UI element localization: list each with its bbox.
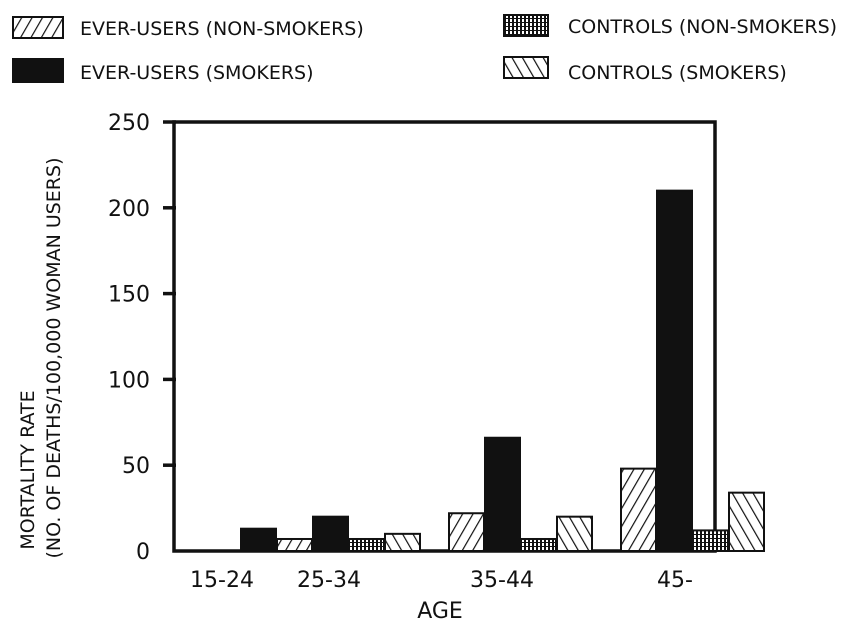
legend-swatch-dots-grid — [503, 14, 549, 37]
x-axis: 15-24 25-34 35-44 45- — [190, 568, 693, 593]
legend-label: CONTROLS (SMOKERS) — [568, 62, 787, 84]
x-tick-label: 45- — [657, 568, 693, 593]
x-tick-label: 35-44 — [470, 568, 534, 593]
bar-hatch-backward-25-34 — [384, 532, 421, 553]
x-axis-label: AGE — [417, 599, 463, 624]
y-tick-label: 250 — [108, 111, 150, 136]
bar-dots-grid-45- — [692, 529, 729, 553]
bar-solid-35-44 — [484, 436, 521, 552]
bar-hatch-forward-35-44 — [448, 512, 485, 552]
bar-hatch-forward-45- — [620, 467, 657, 552]
y-tick-label: 50 — [122, 454, 150, 479]
legend-swatch-solid — [12, 58, 64, 83]
y-axis-label-line2: (NO. OF DEATHS/100,000 WOMAN USERS) — [43, 158, 65, 559]
bar-solid-15-24 — [240, 527, 277, 553]
legend-swatch-hatch-backward — [503, 56, 549, 79]
bar-dots-grid-25-34 — [348, 537, 385, 552]
bar-hatch-forward-25-34 — [276, 537, 313, 552]
legend-label: EVER-USERS (SMOKERS) — [80, 62, 314, 84]
bar-dots-grid-35-44 — [520, 537, 557, 552]
y-tick-label: 150 — [108, 283, 150, 308]
legend-label: EVER-USERS (NON-SMOKERS) — [80, 18, 364, 40]
legend-label: CONTROLS (NON-SMOKERS) — [568, 16, 837, 38]
bars — [240, 189, 765, 553]
x-tick-label: 25-34 — [297, 568, 361, 593]
y-tick-label: 100 — [108, 368, 150, 393]
bar-solid-25-34 — [312, 515, 349, 552]
plot-frame — [172, 120, 717, 553]
legend-swatch-hatch-forward — [12, 16, 64, 39]
y-axis: 0 50 100 150 200 250 — [108, 111, 176, 565]
y-tick-label: 0 — [136, 540, 150, 565]
x-tick-label: 15-24 — [190, 568, 254, 593]
y-tick-label: 200 — [108, 197, 150, 222]
bar-hatch-backward-45- — [728, 491, 765, 553]
legend: EVER-USERS (NON-SMOKERS) EVER-USERS (SMOK… — [12, 14, 837, 84]
y-axis-label-line1: MORTALITY RATE — [17, 390, 39, 549]
bar-solid-45- — [656, 189, 693, 552]
bar-hatch-backward-35-44 — [556, 515, 593, 552]
